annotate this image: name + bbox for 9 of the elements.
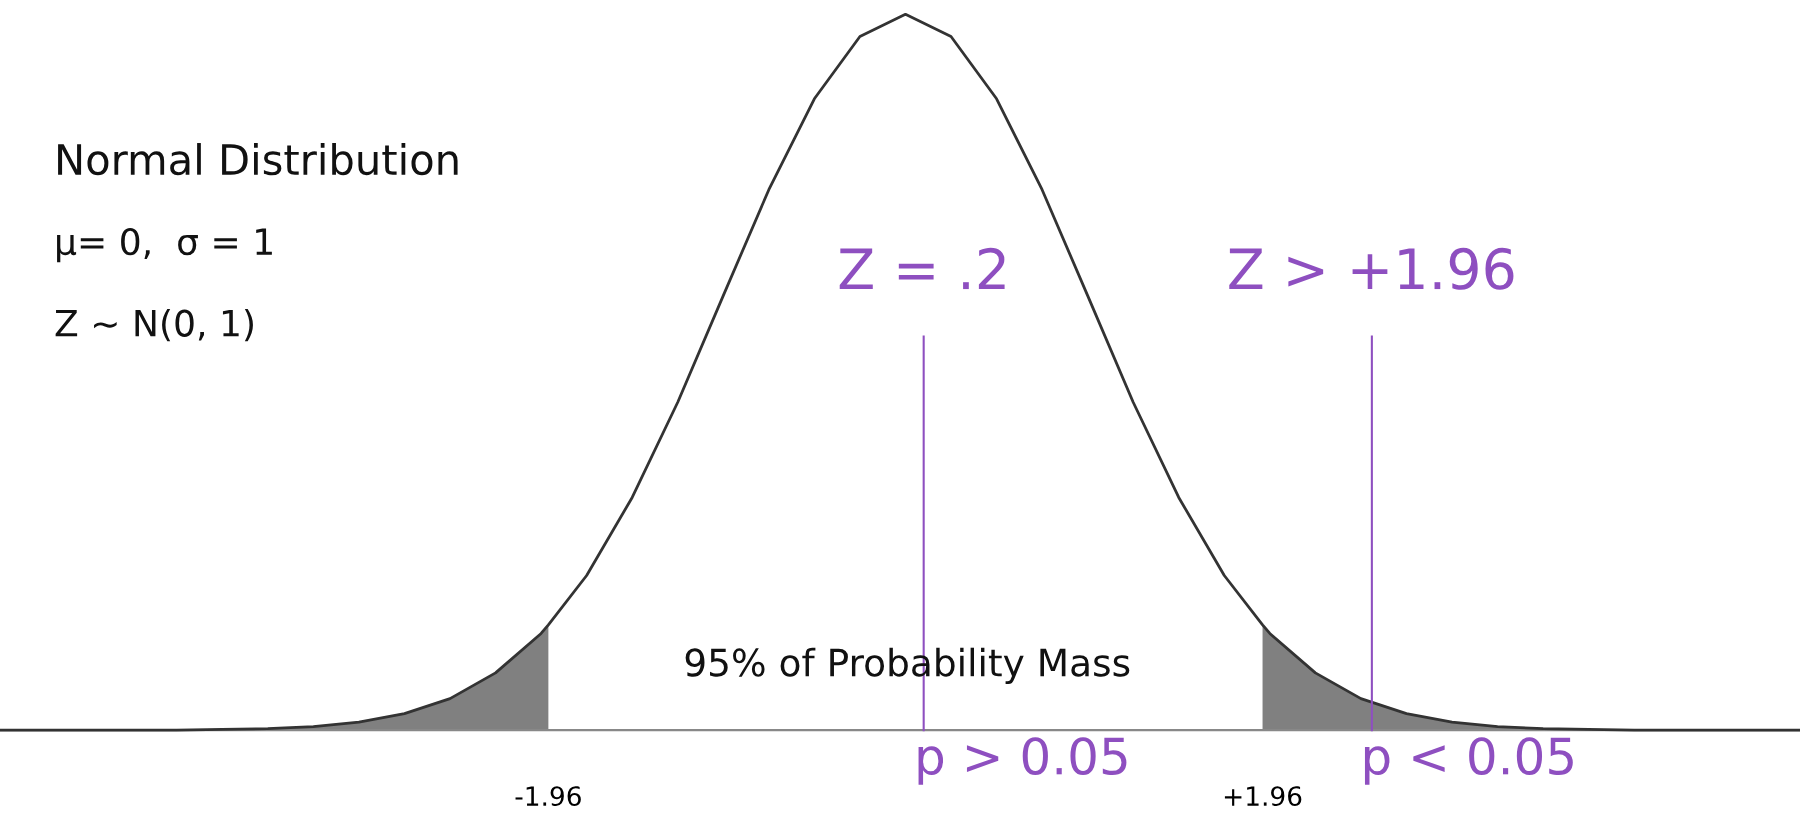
ref-line-label: Z > +1.96	[1229, 247, 1514, 290]
x-tick-label: -1.96	[515, 786, 581, 807]
text: p > 0.05	[918, 737, 1127, 785]
annotation: Normal Distribution	[58, 143, 458, 176]
annotation: μ= 0, σ = 1	[57, 227, 272, 263]
x-tick-label: +1.96	[1224, 786, 1302, 807]
ref-line-label: Z = .2	[839, 247, 1005, 290]
text: p < 0.05	[1364, 737, 1573, 785]
annotation: Z ~ N(0, 1)	[55, 308, 253, 342]
